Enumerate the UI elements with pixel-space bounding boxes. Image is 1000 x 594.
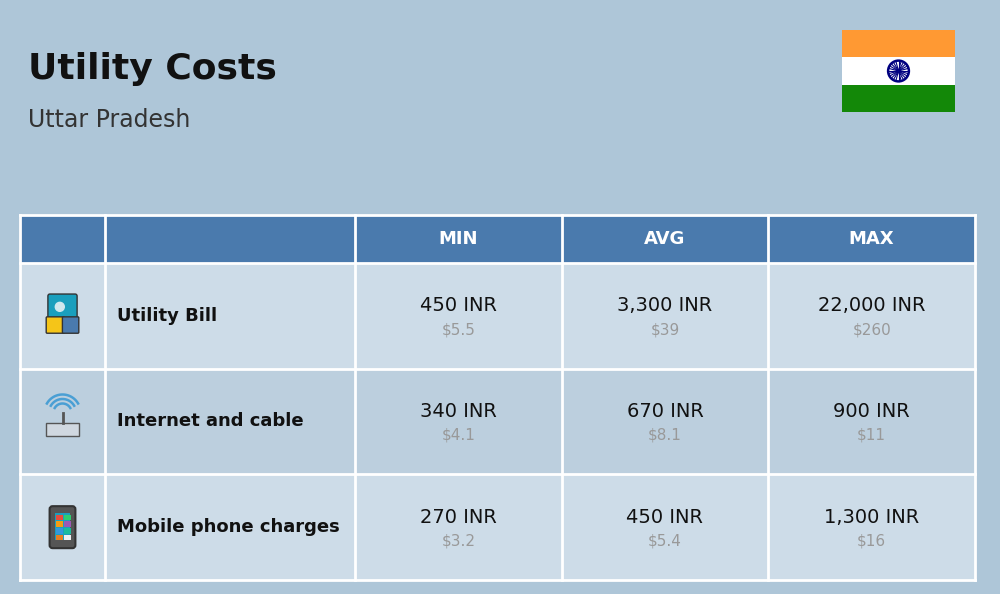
Circle shape xyxy=(897,69,900,72)
Text: $260: $260 xyxy=(852,323,891,337)
Text: Mobile phone charges: Mobile phone charges xyxy=(117,518,340,536)
Bar xyxy=(56,528,62,533)
Bar xyxy=(56,514,62,520)
Text: Utility Bill: Utility Bill xyxy=(117,307,217,325)
Text: Utility Costs: Utility Costs xyxy=(28,52,277,86)
Text: AVG: AVG xyxy=(644,230,686,248)
Circle shape xyxy=(55,302,64,311)
Bar xyxy=(64,514,71,520)
Text: $5.4: $5.4 xyxy=(648,533,682,549)
Bar xyxy=(20,263,975,369)
Text: $4.1: $4.1 xyxy=(441,428,475,443)
FancyBboxPatch shape xyxy=(46,317,64,333)
Text: 3,300 INR: 3,300 INR xyxy=(617,296,713,315)
FancyBboxPatch shape xyxy=(50,506,75,548)
Text: $3.2: $3.2 xyxy=(441,533,475,549)
Bar xyxy=(64,535,71,541)
Text: 450 INR: 450 INR xyxy=(420,296,497,315)
Text: 1,300 INR: 1,300 INR xyxy=(824,508,919,527)
Bar xyxy=(64,522,71,527)
Text: MIN: MIN xyxy=(439,230,478,248)
Bar xyxy=(842,30,955,58)
Text: Internet and cable: Internet and cable xyxy=(117,412,304,431)
FancyBboxPatch shape xyxy=(62,317,79,333)
Text: 900 INR: 900 INR xyxy=(833,402,910,421)
Bar xyxy=(46,424,79,436)
Bar xyxy=(64,528,71,533)
Bar xyxy=(20,475,975,580)
Text: $16: $16 xyxy=(857,533,886,549)
Bar xyxy=(842,58,955,85)
Text: 670 INR: 670 INR xyxy=(627,402,703,421)
Bar xyxy=(20,369,975,475)
Text: Uttar Pradesh: Uttar Pradesh xyxy=(28,108,190,132)
Bar xyxy=(842,85,955,112)
Text: $5.5: $5.5 xyxy=(441,323,475,337)
Text: 22,000 INR: 22,000 INR xyxy=(818,296,925,315)
Text: 340 INR: 340 INR xyxy=(420,402,497,421)
Bar xyxy=(55,513,70,540)
FancyBboxPatch shape xyxy=(48,294,77,320)
Text: 450 INR: 450 INR xyxy=(626,508,704,527)
Bar xyxy=(20,215,975,263)
Text: $11: $11 xyxy=(857,428,886,443)
Text: $8.1: $8.1 xyxy=(648,428,682,443)
Bar xyxy=(56,522,62,527)
Text: $39: $39 xyxy=(650,323,680,337)
Text: MAX: MAX xyxy=(849,230,894,248)
Text: 270 INR: 270 INR xyxy=(420,508,497,527)
Bar xyxy=(56,535,62,541)
